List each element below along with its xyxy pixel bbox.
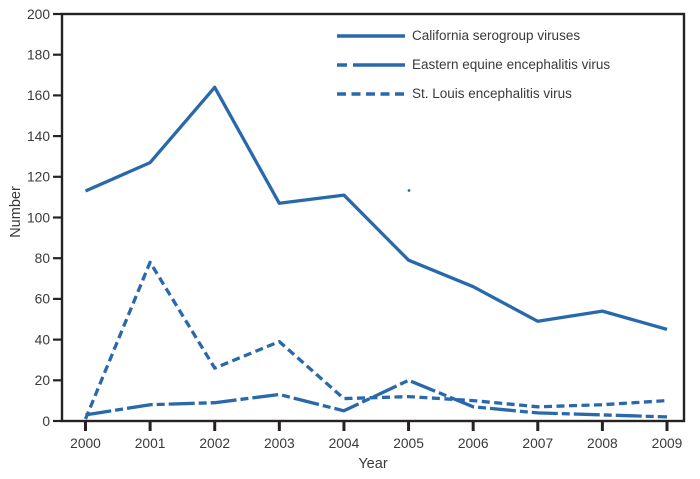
y-tick-label: 160 bbox=[27, 88, 50, 103]
y-tick-label: 200 bbox=[27, 7, 50, 22]
series-line-2 bbox=[83, 260, 668, 420]
x-tick-label: 2002 bbox=[199, 436, 230, 451]
x-tick-label: 2006 bbox=[458, 436, 489, 451]
x-tick-label: 2005 bbox=[393, 436, 424, 451]
x-tick-label: 2008 bbox=[587, 436, 618, 451]
y-tick-label: 120 bbox=[27, 170, 50, 185]
dash-dot-line-icon bbox=[337, 62, 405, 67]
legend-label: Eastern equine encephalitis virus bbox=[412, 57, 611, 72]
series-line-1 bbox=[85, 378, 668, 419]
y-tick-label: 180 bbox=[27, 48, 50, 63]
x-tick-label: 2001 bbox=[135, 436, 166, 451]
dashed-line-icon bbox=[337, 91, 405, 96]
x-tick-label: 2003 bbox=[264, 436, 295, 451]
y-tick-label: 40 bbox=[35, 332, 51, 347]
x-tick-label: 2007 bbox=[522, 436, 553, 451]
y-tick-label: 20 bbox=[35, 373, 51, 388]
y-tick-label: 140 bbox=[27, 129, 50, 144]
solid-line-icon bbox=[337, 33, 405, 38]
x-tick-label: 2000 bbox=[70, 436, 101, 451]
series-line-0 bbox=[84, 85, 668, 331]
legend-item-california-serogroup: California serogroup viruses bbox=[337, 21, 610, 50]
legend-label: California serogroup viruses bbox=[412, 28, 581, 43]
stray-dot bbox=[407, 189, 411, 192]
x-tick-label: 2009 bbox=[652, 436, 683, 451]
x-axis-title: Year bbox=[358, 456, 388, 472]
legend-label: St. Louis encephalitis virus bbox=[412, 86, 572, 101]
y-tick-label: 0 bbox=[42, 414, 50, 429]
legend-item-st-louis: St. Louis encephalitis virus bbox=[337, 79, 610, 108]
y-tick-label: 60 bbox=[35, 292, 51, 307]
y-tick-label: 100 bbox=[27, 210, 50, 225]
x-tick-label: 2004 bbox=[329, 436, 360, 451]
legend-item-eastern-equine: Eastern equine encephalitis virus bbox=[337, 50, 610, 79]
legend: California serogroup viruses Eastern equ… bbox=[337, 21, 610, 108]
y-axis-title: Number bbox=[8, 186, 24, 238]
y-tick-label: 80 bbox=[35, 251, 51, 266]
